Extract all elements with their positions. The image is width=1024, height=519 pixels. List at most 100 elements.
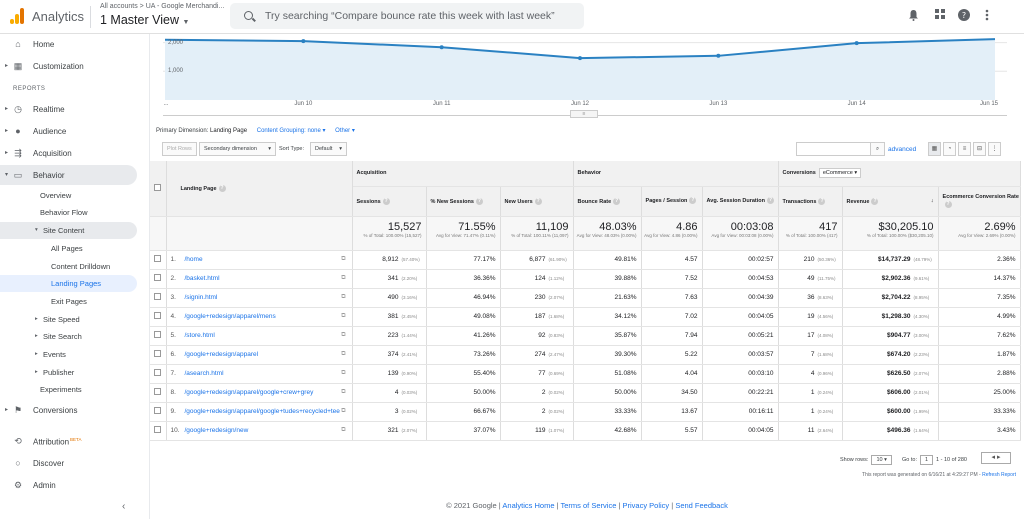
apps-icon[interactable] [935, 9, 945, 23]
row-checkbox[interactable] [154, 331, 162, 338]
collapse-sidebar-icon[interactable]: ‹ [122, 501, 126, 512]
landing-page-link[interactable]: /google+redesign/new [184, 427, 249, 434]
avg-duration-header[interactable]: Avg. Session Duration? [702, 185, 779, 217]
data-view-icon[interactable]: ▦ [928, 142, 941, 156]
open-link-icon[interactable]: ⧉ [341, 408, 346, 414]
chart-resize-handle[interactable]: ≡ [570, 110, 598, 118]
landing-page-link[interactable]: /asearch.html [184, 370, 224, 377]
prev-page-icon[interactable]: ◂ [991, 454, 996, 461]
analytics-home-link[interactable]: Analytics Home [502, 501, 555, 510]
open-link-icon[interactable]: ⧉ [341, 332, 346, 338]
comparison-view-icon[interactable]: ⊟ [973, 142, 986, 156]
content-grouping-link[interactable]: Content Grouping: none ▾ [256, 128, 326, 134]
plot-rows-button[interactable]: Plot Rows [162, 142, 197, 156]
landing-page-link[interactable]: /google+redesign/apparel [184, 351, 259, 358]
primary-dimension-value[interactable]: Landing Page [210, 128, 248, 134]
row-checkbox[interactable] [154, 426, 162, 433]
data-point[interactable] [301, 39, 306, 44]
open-link-icon[interactable]: ⧉ [341, 427, 346, 433]
row-checkbox[interactable] [154, 255, 162, 262]
nav-acquisition[interactable]: ▸ ⇶ Acquisition [0, 143, 150, 163]
row-checkbox[interactable] [154, 293, 162, 300]
select-all-checkbox[interactable] [154, 183, 162, 191]
landing-page-link[interactable]: /google+redesign/apparel/google+crew+gre… [184, 389, 314, 396]
conversion-rate-header[interactable]: Ecommerce Conversion Rate? [938, 185, 1021, 217]
open-link-icon[interactable]: ⧉ [341, 275, 346, 281]
open-link-icon[interactable]: ⧉ [341, 351, 346, 357]
conversions-goal-select[interactable]: eCommerce ▾ [818, 168, 862, 179]
performance-view-icon[interactable]: ≡ [958, 142, 971, 156]
data-point[interactable] [854, 41, 859, 46]
revenue-header[interactable]: Revenue? ↓ [842, 185, 939, 217]
open-link-icon[interactable]: ⧉ [341, 256, 346, 262]
nav-audience[interactable]: ▸ ● Audience [0, 121, 150, 141]
advanced-filter-link[interactable]: advanced [888, 146, 917, 153]
nav-realtime[interactable]: ▸ ◷ Realtime [0, 99, 150, 119]
nav-conversions[interactable]: ▸ ⚑ Conversions [0, 400, 150, 420]
show-rows-select[interactable]: 10 ▾ [871, 455, 892, 465]
pivot-view-icon[interactable]: ⋮ [988, 142, 1001, 156]
open-link-icon[interactable]: ⧉ [341, 294, 346, 300]
pages-session-header[interactable]: Pages / Session? [641, 185, 703, 217]
nav-admin[interactable]: ⚙ Admin [0, 475, 150, 495]
nav-experiments[interactable]: Experiments [0, 381, 137, 398]
open-link-icon[interactable]: ⧉ [341, 313, 346, 319]
row-checkbox[interactable] [154, 350, 162, 357]
nav-behavior-flow[interactable]: Behavior Flow [0, 204, 137, 221]
nav-all-pages[interactable]: All Pages [0, 240, 137, 257]
account-breadcrumb[interactable]: All accounts > UA - Google Merchandi... [100, 3, 225, 10]
data-point[interactable] [578, 56, 582, 61]
bounce-rate-header[interactable]: Bounce Rate? [573, 185, 642, 217]
secondary-dimension-dropdown[interactable]: Secondary dimension ▾ [199, 142, 276, 156]
landing-page-link[interactable]: /home [184, 256, 203, 263]
nav-content-drilldown[interactable]: Content Drilldown [0, 258, 137, 275]
table-search-input[interactable] [796, 142, 871, 156]
send-feedback-link[interactable]: Send Feedback [675, 501, 728, 510]
terms-link[interactable]: Terms of Service [560, 501, 617, 510]
nav-attribution[interactable]: ⟲ AttributionBETA [0, 431, 150, 451]
data-point[interactable] [439, 45, 444, 50]
row-checkbox[interactable] [154, 388, 162, 395]
data-point[interactable] [716, 53, 721, 58]
nav-discover[interactable]: ○ Discover [0, 453, 150, 473]
new-users-header[interactable]: New Users? [500, 185, 574, 217]
next-page-icon[interactable]: ▸ [996, 454, 1001, 461]
sort-type-dropdown[interactable]: Default ▾ [310, 142, 347, 156]
privacy-link[interactable]: Privacy Policy [622, 501, 670, 510]
landing-page-link[interactable]: /store.html [184, 332, 215, 339]
view-selector[interactable]: 1 Master View ▼ [100, 13, 189, 27]
bell-icon[interactable] [908, 9, 919, 25]
open-link-icon[interactable]: ⧉ [341, 389, 346, 395]
nav-site-search[interactable]: ▸ Site Search [0, 328, 137, 345]
row-checkbox[interactable] [154, 312, 162, 319]
nav-home[interactable]: ⌂ Home [0, 34, 150, 54]
nav-site-speed[interactable]: ▸ Site Speed [0, 311, 137, 328]
sessions-header[interactable]: Sessions? [352, 185, 427, 217]
landing-page-link[interactable]: /google+redesign/apparel/mens [184, 313, 276, 320]
refresh-report-link[interactable]: Refresh Report [982, 472, 1016, 478]
nav-events[interactable]: ▸ Events [0, 346, 137, 363]
nav-customization[interactable]: ▸ ▦ Customization [0, 56, 150, 76]
row-checkbox[interactable] [154, 274, 162, 281]
more-vert-icon[interactable] [985, 9, 989, 25]
pager-buttons[interactable]: ◂ ▸ [981, 452, 1011, 464]
row-checkbox[interactable] [154, 369, 162, 376]
table-search-icon[interactable]: ⌕ [870, 142, 885, 156]
nav-behavior[interactable]: ▾ ▭ Behavior [0, 165, 137, 185]
other-link[interactable]: Other ▾ [335, 128, 355, 134]
landing-page-link[interactable]: /signin.html [184, 294, 218, 301]
nav-exit-pages[interactable]: Exit Pages [0, 293, 137, 310]
new-sessions-header[interactable]: % New Sessions? [426, 185, 501, 217]
nav-overview[interactable]: Overview [0, 187, 137, 204]
landing-page-link[interactable]: /google+redesign/apparel/google+tudes+re… [184, 408, 340, 415]
goto-input[interactable]: 1 [919, 455, 934, 465]
landing-page-header[interactable]: Landing Page? [166, 161, 353, 217]
pie-view-icon[interactable]: ◔ [943, 142, 956, 156]
open-link-icon[interactable]: ⧉ [341, 370, 346, 376]
transactions-header[interactable]: Transactions? [778, 185, 843, 217]
nav-site-content[interactable]: ▾ Site Content [0, 222, 137, 239]
landing-page-link[interactable]: /basket.html [184, 275, 220, 282]
help-icon[interactable]: ? [958, 9, 970, 25]
nav-publisher[interactable]: ▸ Publisher [0, 364, 137, 381]
nav-landing-pages[interactable]: Landing Pages [0, 275, 137, 292]
